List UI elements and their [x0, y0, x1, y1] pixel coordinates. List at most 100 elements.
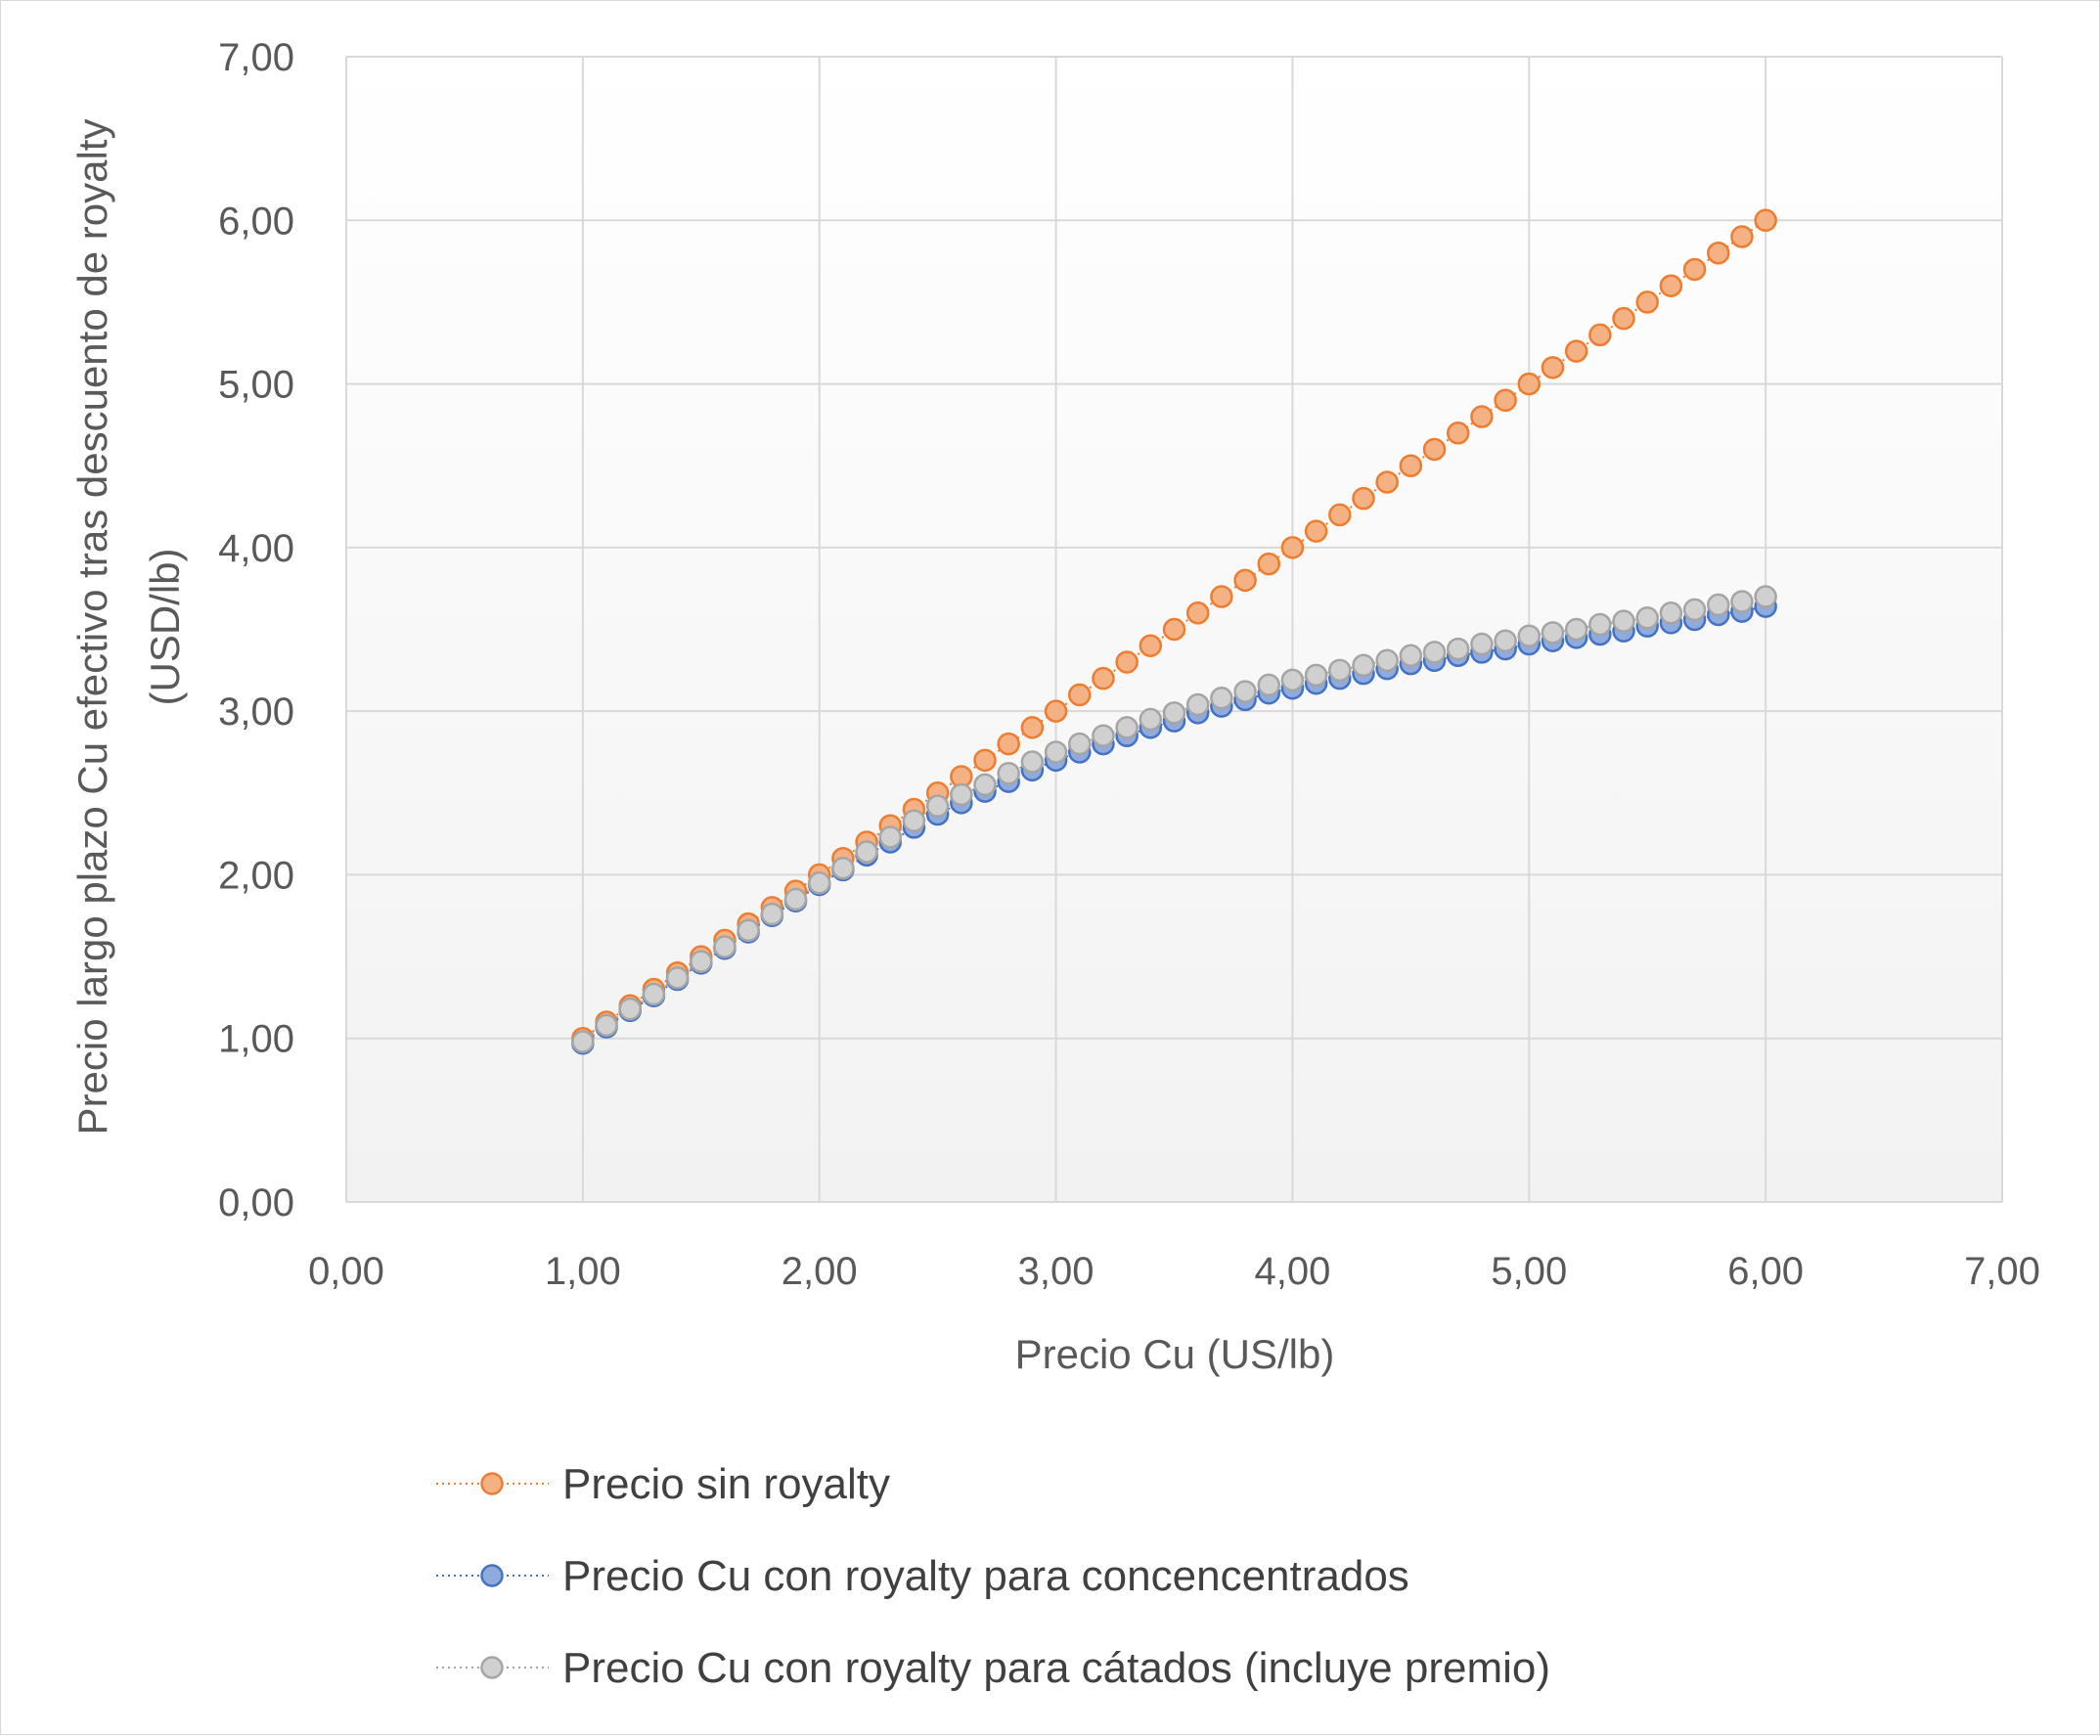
y-tick-label: 3,00 [218, 690, 294, 734]
data-point [618, 997, 642, 1021]
x-tick-label: 6,00 [1727, 1250, 1804, 1293]
data-point [1635, 606, 1659, 630]
data-point [1659, 601, 1683, 625]
x-tick-label: 0,00 [308, 1250, 384, 1293]
y-axis-ticks: 0,00 1,00 2,00 3,00 4,00 5,00 6,00 7,00 [218, 36, 294, 1224]
x-tick-label: 1,00 [545, 1250, 621, 1293]
x-tick-label: 4,00 [1254, 1250, 1330, 1293]
legend-label: Precio Cu con royalty para cátados (incl… [562, 1644, 1550, 1692]
data-point [1564, 617, 1588, 642]
data-point [1233, 680, 1257, 703]
x-tick-label: 3,00 [1018, 1250, 1095, 1293]
data-point [925, 794, 950, 818]
data-point [1115, 716, 1139, 739]
legend-marker [480, 1656, 504, 1679]
data-point [1020, 750, 1045, 774]
data-point [831, 856, 855, 880]
data-point [997, 761, 1020, 785]
data-point [737, 918, 760, 943]
data-point [665, 966, 690, 990]
data-point [1470, 632, 1494, 656]
data-point [1730, 590, 1754, 613]
y-axis-title: Precio largo plazo Cu efectivo tras desc… [69, 119, 188, 1135]
y-tick-label: 0,00 [218, 1181, 294, 1224]
data-point [1588, 612, 1612, 637]
data-point [1494, 629, 1517, 652]
data-point [1139, 707, 1163, 732]
data-point [1470, 405, 1494, 428]
data-point [642, 982, 666, 1006]
data-point [1139, 634, 1163, 657]
data-point [1494, 388, 1517, 413]
gridlines [345, 56, 2003, 1203]
x-axis-title: Precio Cu (US/lb) [1015, 1331, 1335, 1377]
data-point [1257, 673, 1280, 697]
data-point [973, 773, 997, 797]
data-point [1233, 568, 1257, 593]
y-axis-title-line-1: Precio largo plazo Cu efectivo tras desc… [69, 119, 115, 1135]
data-point [571, 1030, 595, 1053]
data-point [1092, 666, 1115, 690]
series-group [571, 208, 1777, 1055]
data-point [1257, 552, 1280, 576]
data-point [1044, 699, 1068, 723]
data-point [1541, 621, 1565, 645]
data-point [1304, 663, 1328, 688]
legend-marker [480, 1472, 504, 1495]
data-point [1399, 454, 1423, 477]
data-point [1517, 624, 1541, 647]
data-point [1754, 208, 1777, 233]
x-axis-ticks: 0,00 1,00 2,00 3,00 4,00 5,00 6,00 7,00 [308, 1250, 2040, 1293]
data-point [1328, 658, 1352, 683]
data-point [1635, 290, 1659, 314]
data-point [1446, 422, 1470, 445]
data-point [1682, 598, 1707, 622]
legend-label: Precio sin royalty [562, 1460, 890, 1508]
data-point [1422, 437, 1447, 462]
data-point [1659, 274, 1683, 297]
data-point [807, 871, 831, 895]
data-point [1517, 372, 1541, 396]
data-point [1304, 519, 1328, 543]
y-tick-label: 6,00 [218, 200, 294, 243]
legend: Precio sin royalty Precio Cu con royalty … [436, 1460, 1550, 1692]
data-point [1375, 648, 1399, 673]
data-point [1068, 683, 1092, 707]
data-point [1612, 609, 1635, 633]
data-point [1162, 701, 1186, 725]
y-tick-label: 1,00 [218, 1018, 294, 1061]
data-point [1092, 724, 1115, 747]
data-point [1707, 241, 1730, 265]
data-point [1612, 306, 1635, 331]
data-point [878, 825, 903, 849]
x-tick-label: 5,00 [1491, 1250, 1567, 1293]
y-tick-label: 2,00 [218, 854, 294, 897]
data-point [1068, 732, 1092, 756]
legend-label: Precio Cu con royalty para concencentrad… [562, 1552, 1409, 1600]
data-point [1020, 716, 1045, 739]
data-point [1754, 585, 1777, 608]
legend-marker [480, 1564, 504, 1587]
data-point [760, 902, 784, 926]
data-point [1280, 536, 1305, 559]
data-point [855, 840, 878, 864]
series-3 [571, 585, 1777, 1053]
y-tick-label: 7,00 [218, 36, 294, 79]
data-point [690, 950, 713, 973]
data-point [902, 809, 926, 832]
data-point [1399, 644, 1423, 668]
data-point [783, 887, 808, 912]
data-point [713, 935, 737, 958]
data-point [1422, 641, 1447, 664]
data-point [997, 732, 1020, 756]
data-point [1044, 740, 1068, 764]
data-point [1352, 653, 1375, 678]
data-point [1280, 668, 1305, 692]
x-tick-label: 2,00 [782, 1250, 858, 1293]
legend-item-2: Precio Cu con royalty para concencentrad… [436, 1552, 1409, 1600]
data-point [950, 782, 973, 807]
data-point [1352, 486, 1375, 511]
y-axis-title-line-2: (USD/lb) [142, 548, 188, 705]
